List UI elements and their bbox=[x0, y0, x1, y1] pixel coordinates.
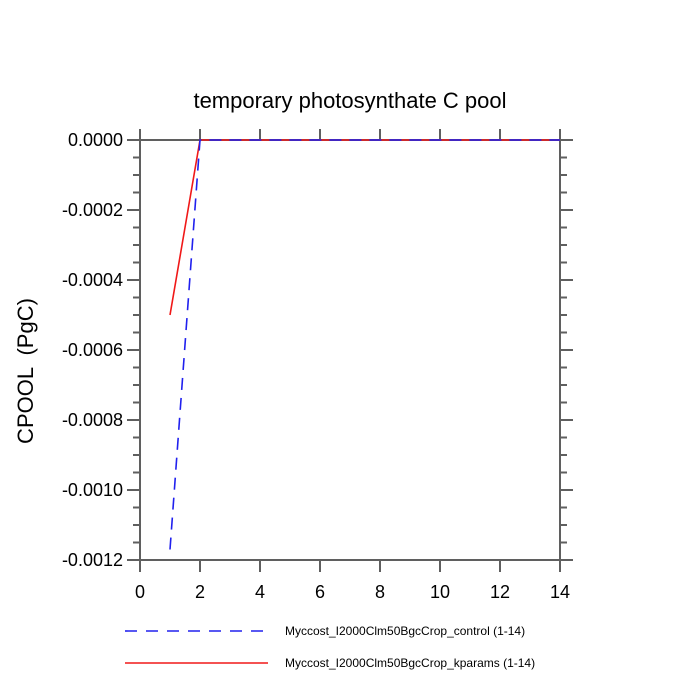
y-axis-tick-label: -0.0008 bbox=[62, 410, 123, 430]
x-axis-tick-label: 14 bbox=[550, 582, 570, 602]
y-axis-tick-label: -0.0006 bbox=[62, 340, 123, 360]
x-axis-tick-label: 10 bbox=[430, 582, 450, 602]
series-line-kparams bbox=[169, 139, 560, 316]
y-axis-tick-label: -0.0004 bbox=[62, 270, 123, 290]
x-axis-tick-label: 8 bbox=[375, 582, 385, 602]
x-axis-tick-label: 12 bbox=[490, 582, 510, 602]
y-axis-tick-label: -0.0002 bbox=[62, 200, 123, 220]
legend-label-control: Myccost_I2000Clm50BgcCrop_control (1-14) bbox=[285, 624, 525, 638]
series-line-control bbox=[169, 139, 560, 550]
y-axis-tick-label: -0.0012 bbox=[62, 550, 123, 570]
x-axis-tick-label: 2 bbox=[195, 582, 205, 602]
y-axis-tick-label: 0.0000 bbox=[68, 130, 123, 150]
chart-title: temporary photosynthate C pool bbox=[193, 88, 507, 113]
y-axis-tick-label: -0.0010 bbox=[62, 480, 123, 500]
legend-label-kparams: Myccost_I2000Clm50BgcCrop_kparams (1-14) bbox=[285, 656, 535, 670]
x-axis-tick-label: 0 bbox=[135, 582, 145, 602]
plot-frame bbox=[139, 139, 561, 561]
x-axis-tick-label: 4 bbox=[255, 582, 265, 602]
x-axis-tick-label: 6 bbox=[315, 582, 325, 602]
